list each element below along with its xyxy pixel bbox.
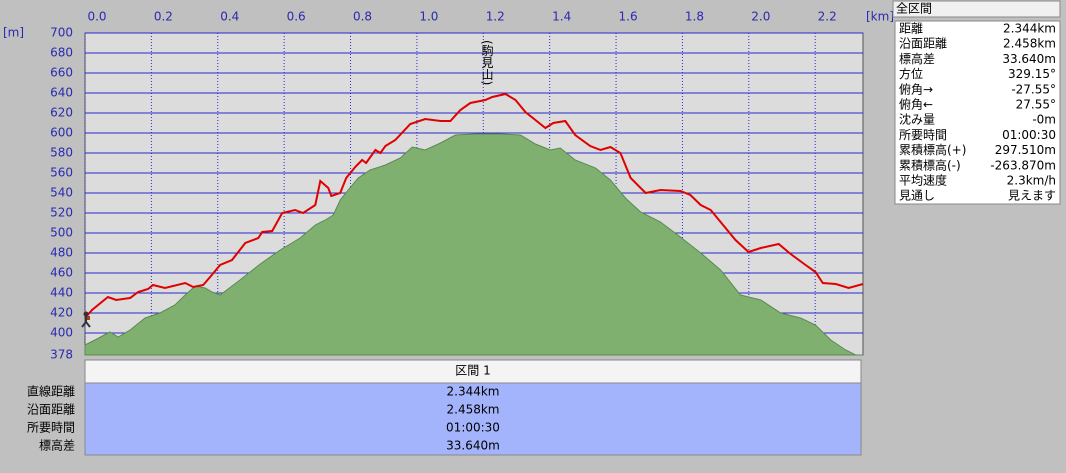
x-tick-label: 0.6 bbox=[287, 10, 306, 24]
summary-value: 01:00:30 bbox=[1002, 128, 1056, 142]
y-tick-label: 520 bbox=[50, 206, 73, 220]
y-tick-label: 580 bbox=[50, 146, 73, 160]
summary-label: 見通し bbox=[899, 189, 935, 203]
section-value: 33.640m bbox=[446, 439, 500, 453]
summary-label: 沿面距離 bbox=[899, 37, 947, 51]
summary-value: 2.3km/h bbox=[1007, 174, 1056, 188]
summary-value: 2.344km bbox=[1003, 22, 1056, 36]
summary-label: 方位 bbox=[899, 66, 923, 81]
x-tick-label: 2.0 bbox=[751, 10, 770, 24]
y-tick-label: 540 bbox=[50, 186, 73, 200]
x-tick-label: 1.4 bbox=[552, 10, 571, 24]
summary-label: 俯角→ bbox=[899, 82, 933, 96]
summary-value: 見えます bbox=[1008, 189, 1056, 203]
summary-label: 所要時間 bbox=[899, 128, 947, 142]
section-body bbox=[84, 382, 862, 456]
x-tick-label: 0.4 bbox=[220, 10, 239, 24]
x-tick-label: 0.8 bbox=[353, 10, 372, 24]
summary-header bbox=[892, 0, 1061, 18]
x-tick-label: 1.0 bbox=[419, 10, 438, 24]
peak-annotation: (駒見山) bbox=[480, 40, 494, 85]
summary-value: 33.640m bbox=[1002, 52, 1056, 66]
section-value: 01:00:30 bbox=[446, 421, 500, 435]
y-tick-label: 500 bbox=[50, 226, 73, 240]
summary-label: 累積標高(-) bbox=[899, 157, 961, 172]
summary-value: 297.510m bbox=[995, 143, 1056, 157]
route-line bbox=[84, 92, 864, 319]
section-value: 2.458km bbox=[447, 403, 500, 417]
y-tick-label: 400 bbox=[50, 326, 73, 340]
y-tick-label: 480 bbox=[50, 246, 73, 260]
y-tick-label: 440 bbox=[50, 286, 73, 300]
y-tick-label: 378 bbox=[50, 348, 73, 362]
x-tick-label: 1.6 bbox=[619, 10, 638, 24]
section-title: 区間 1 bbox=[455, 364, 490, 378]
summary-value: -27.55° bbox=[1011, 82, 1056, 96]
section-label: 沿面距離 bbox=[27, 403, 75, 417]
y-tick-label: 660 bbox=[50, 66, 73, 80]
y-tick-label: 680 bbox=[50, 46, 73, 60]
x-unit: [km] bbox=[866, 10, 894, 24]
summary-title: 全区間 bbox=[896, 2, 932, 16]
summary-label: 累積標高(+) bbox=[899, 142, 966, 157]
y-tick-label: 420 bbox=[50, 306, 73, 320]
y-tick-label: 620 bbox=[50, 106, 73, 120]
y-unit: [m] bbox=[3, 26, 24, 40]
section-label: 直線距離 bbox=[27, 384, 75, 399]
summary-value: -0m bbox=[1032, 113, 1056, 127]
section-value: 2.344km bbox=[447, 385, 500, 399]
summary-value: 27.55° bbox=[1016, 98, 1056, 112]
y-tick-label: 460 bbox=[50, 266, 73, 280]
x-tick-label: 1.2 bbox=[486, 10, 505, 24]
x-tick-label: 2.2 bbox=[818, 10, 837, 24]
x-tick-label: 1.8 bbox=[685, 10, 704, 24]
y-tick-label: 640 bbox=[50, 86, 73, 100]
y-tick-label: 600 bbox=[50, 126, 73, 140]
section-label: 標高差 bbox=[39, 439, 75, 453]
summary-value: 329.15° bbox=[1008, 67, 1056, 81]
summary-label: 沈み量 bbox=[899, 112, 935, 127]
section-label: 所要時間 bbox=[27, 421, 75, 435]
summary-value: -263.870m bbox=[990, 158, 1056, 172]
summary-label: 標高差 bbox=[899, 52, 935, 66]
x-tick-label: 0.2 bbox=[154, 10, 173, 24]
summary-label: 距離 bbox=[899, 22, 923, 36]
y-tick-label: 560 bbox=[50, 166, 73, 180]
summary-table bbox=[894, 20, 1061, 205]
y-tick-label: 700 bbox=[50, 26, 73, 40]
summary-label: 平均速度 bbox=[899, 174, 947, 188]
x-tick-label: 0.0 bbox=[87, 10, 106, 24]
hiker-icon bbox=[81, 311, 91, 328]
summary-value: 2.458km bbox=[1003, 37, 1056, 51]
summary-label: 俯角← bbox=[899, 98, 933, 112]
